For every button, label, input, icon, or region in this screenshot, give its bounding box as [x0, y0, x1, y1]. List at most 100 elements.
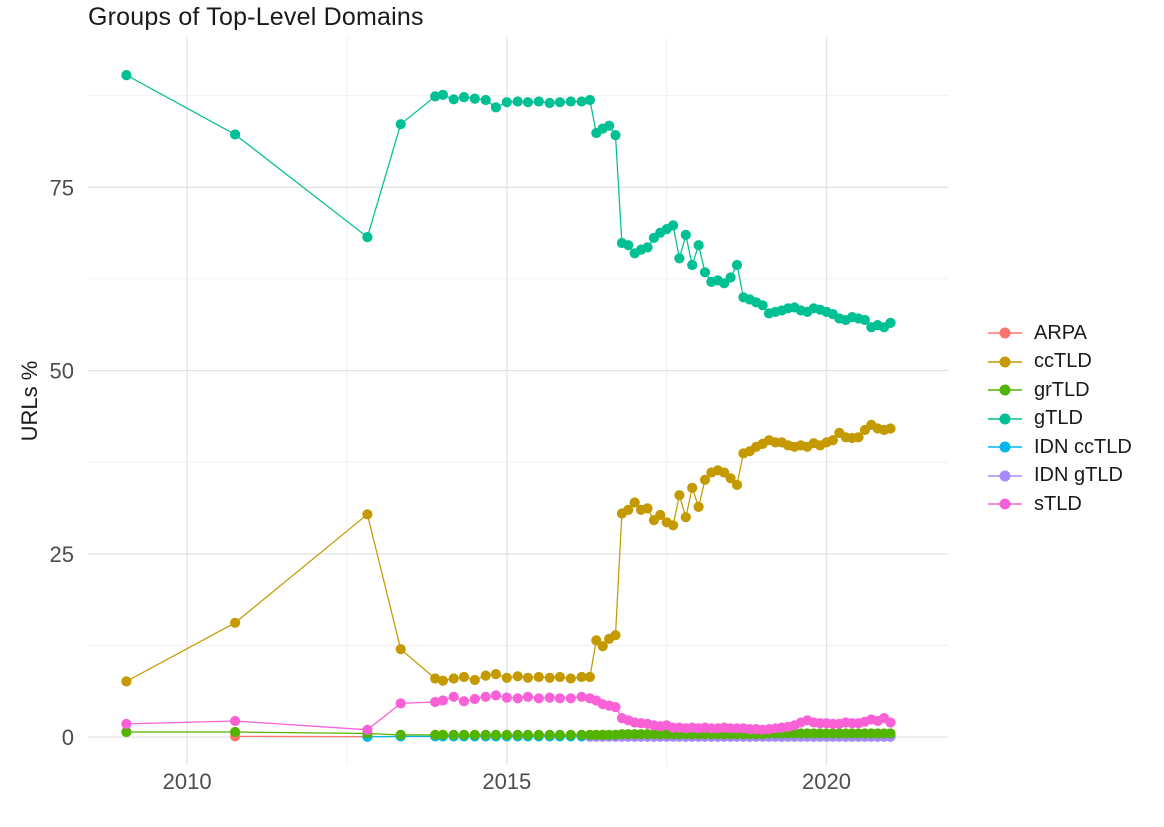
data-point: [565, 673, 576, 684]
data-point: [512, 729, 523, 741]
data-point: [533, 693, 544, 704]
data-point: [859, 314, 871, 326]
data-point: [668, 520, 679, 531]
data-point: [674, 253, 685, 264]
line-gtld: [126, 74, 891, 329]
data-point: [230, 617, 241, 628]
legend-label: IDN gTLD: [1034, 464, 1123, 486]
data-point: [490, 729, 501, 741]
data-point: [121, 726, 132, 738]
data-point: [490, 669, 501, 680]
data-point: [362, 232, 373, 243]
data-point: [731, 479, 743, 490]
data-point: [623, 504, 634, 515]
data-point: [642, 242, 653, 253]
data-point: [668, 220, 679, 231]
data-point: [448, 94, 459, 105]
data-point: [885, 423, 896, 434]
data-point: [629, 497, 640, 508]
data-point: [490, 102, 501, 113]
data-point: [512, 693, 523, 704]
legend-key-icon: [988, 413, 1022, 424]
data-point: [827, 435, 839, 446]
data-point: [533, 96, 544, 107]
data-point: [576, 671, 587, 683]
data-point: [554, 97, 566, 108]
gridlines-minor: [88, 37, 948, 765]
data-point: [680, 229, 691, 240]
data-point: [655, 509, 666, 521]
y-tick-label: 25: [50, 542, 74, 567]
legend-label: ccTLD: [1034, 350, 1092, 372]
line-cctld: [126, 424, 891, 682]
data-point: [522, 672, 534, 683]
legend-key-icon: [988, 356, 1022, 367]
chart-title: Groups of Top-Level Domains: [88, 3, 424, 31]
data-point: [501, 729, 512, 741]
data-point: [362, 509, 373, 520]
data-point: [610, 702, 621, 713]
data-point: [501, 692, 512, 703]
legend-key-icon: [988, 384, 1022, 396]
series-lines: [126, 74, 891, 738]
data-point: [576, 96, 587, 107]
data-point: [576, 691, 587, 702]
data-point: [565, 729, 576, 741]
data-point: [230, 726, 241, 738]
data-point: [544, 729, 555, 741]
data-point: [554, 729, 566, 741]
data-point: [725, 272, 736, 283]
data-point: [430, 91, 441, 102]
data-point: [395, 729, 406, 741]
data-point: [610, 630, 621, 641]
data-point: [693, 501, 704, 512]
data-point: [522, 729, 534, 741]
data-point: [699, 267, 711, 278]
data-point: [480, 94, 491, 106]
data-point: [458, 696, 470, 707]
data-point: [623, 240, 634, 251]
legend-item-idn-cctld: IDN ccTLD: [986, 436, 1132, 458]
data-point: [610, 130, 621, 141]
data-point: [437, 729, 448, 741]
data-point: [731, 259, 743, 271]
data-point: [469, 693, 480, 705]
data-point: [597, 641, 608, 652]
data-point: [121, 718, 132, 730]
data-point: [576, 729, 587, 741]
legend-label: gTLD: [1034, 407, 1083, 429]
x-tick-label: 2010: [163, 769, 212, 794]
data-point: [395, 644, 406, 655]
data-point: [448, 691, 459, 702]
legend-item-stld: sTLD: [986, 493, 1132, 515]
data-point: [458, 92, 470, 103]
data-point: [437, 675, 448, 686]
data-point: [512, 671, 523, 682]
data-point: [522, 691, 534, 702]
data-point: [584, 94, 596, 106]
data-point: [522, 97, 534, 108]
data-point: [565, 693, 576, 704]
x-tick-label: 2015: [482, 769, 531, 794]
data-point: [490, 690, 501, 701]
legend-label: sTLD: [1034, 492, 1082, 515]
data-point: [680, 512, 691, 523]
y-tick-label: 50: [50, 359, 74, 384]
data-point: [544, 97, 555, 109]
data-point: [458, 729, 470, 741]
data-point: [544, 672, 555, 683]
data-point: [584, 671, 596, 683]
data-point: [437, 89, 448, 100]
legend-item-arpa: ARPA: [986, 322, 1132, 344]
data-point: [757, 300, 768, 311]
y-axis-tick-labels: 0 25 50 75: [50, 175, 74, 750]
data-point: [533, 729, 544, 741]
points-stld: [121, 690, 896, 735]
data-point: [565, 96, 576, 107]
data-point: [230, 715, 241, 727]
data-point: [480, 691, 491, 702]
data-point: [469, 93, 480, 104]
gridlines-major: [88, 37, 948, 765]
